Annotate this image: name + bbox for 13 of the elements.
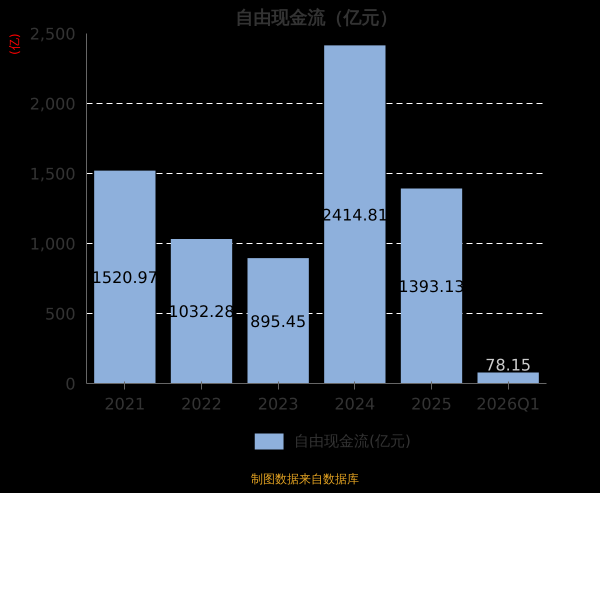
bar	[324, 45, 386, 384]
data-label: 1032.28	[168, 302, 235, 322]
bar	[94, 170, 156, 384]
data-label: 2414.81	[322, 205, 388, 224]
data-label: 895.45	[250, 312, 306, 331]
y-axis-title: (亿)	[8, 33, 22, 55]
bar	[478, 372, 539, 384]
data-label: 1520.97	[92, 268, 158, 288]
data-label: 78.15	[485, 356, 532, 375]
bar	[400, 188, 462, 384]
bar	[248, 258, 309, 384]
text: 制图数据来自数据库	[251, 471, 359, 488]
bar	[170, 238, 232, 384]
